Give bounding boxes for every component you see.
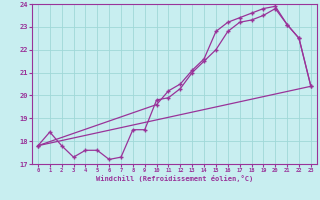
X-axis label: Windchill (Refroidissement éolien,°C): Windchill (Refroidissement éolien,°C) [96, 175, 253, 182]
